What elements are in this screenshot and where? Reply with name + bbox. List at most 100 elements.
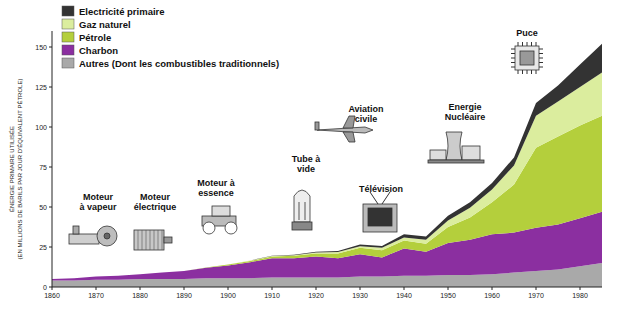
icon-line	[539, 53, 543, 54]
icon-line	[539, 62, 543, 63]
x-tick	[360, 287, 361, 290]
icon-path	[343, 116, 355, 142]
y-tick	[49, 127, 52, 128]
x-tick	[316, 287, 317, 290]
annotations: Moteurà vapeurMoteurélectriqueMoteur àes…	[79, 28, 537, 212]
legend-swatch	[62, 6, 74, 16]
y-tick-label: 50	[39, 204, 47, 211]
icon-line	[522, 42, 523, 46]
x-tick	[492, 287, 493, 290]
icon-line	[536, 70, 537, 74]
icon-motor	[134, 230, 172, 250]
x-tick	[404, 287, 405, 290]
icon-line	[522, 70, 523, 74]
icon-line	[539, 49, 543, 50]
annotation-text: Tube à	[292, 154, 321, 164]
x-tick-label: 1950	[440, 292, 456, 299]
y-tick-label: 125	[35, 84, 47, 91]
x-tick-label: 1900	[220, 292, 236, 299]
y-tick-label: 0	[43, 284, 47, 291]
legend-label: Electricité primaire	[79, 6, 165, 17]
icon-line	[531, 42, 532, 46]
icon-line	[531, 70, 532, 74]
y-label: ÉNERGIE PRIMAIRE UTILISÉE(EN MILLIONS DE…	[9, 79, 23, 260]
icon-car	[202, 206, 237, 234]
legend-label: Autres (Dont les combustibles traditionn…	[79, 58, 279, 69]
icon-line	[305, 202, 306, 220]
x-tick-label: 1890	[176, 292, 192, 299]
y-tick	[49, 207, 52, 208]
icon-line	[539, 58, 543, 59]
y-label-line: ÉNERGIE PRIMAIRE UTILISÉE	[9, 126, 15, 212]
x-tick	[140, 287, 141, 290]
legend: Electricité primaireGaz naturelPétroleCh…	[62, 6, 279, 69]
annotation-text: à vapeur	[79, 202, 117, 212]
x-tick	[448, 287, 449, 290]
areas	[52, 44, 602, 287]
icon-line	[511, 53, 515, 54]
area-series	[52, 44, 602, 279]
legend-swatch	[62, 58, 74, 68]
icon-line	[518, 70, 519, 74]
icon-line	[527, 70, 528, 74]
chart: 0 25 50 75 100 125 150 1860 1870 1880 1890 1900 1910…	[0, 0, 625, 323]
icon-chip	[511, 42, 543, 74]
x-tick	[184, 287, 185, 290]
icon-line	[146, 230, 147, 250]
y-tick	[49, 47, 52, 48]
x-tick-label: 1870	[88, 292, 104, 299]
icon-line	[536, 42, 537, 46]
icon-line	[138, 230, 139, 250]
annotation-text: Moteur	[83, 192, 113, 202]
icon-line	[511, 58, 515, 59]
y-label-line: (EN MILLIONS DE BARILS PAR JOUR D'ÉQUIVA…	[17, 79, 23, 260]
y-tick-label: 75	[39, 164, 47, 171]
x-tick	[272, 287, 273, 290]
x-axis	[52, 287, 602, 288]
x-tick-label: 1980	[572, 292, 588, 299]
icon-line	[150, 230, 151, 250]
annotation-text: électrique	[134, 202, 177, 212]
annotation-text: civile	[355, 114, 378, 124]
icon-line	[511, 49, 515, 50]
y-tick-label: 25	[39, 244, 47, 251]
annotation-text: Energie	[448, 102, 481, 112]
x-tick	[580, 287, 581, 290]
icons	[69, 42, 543, 250]
x-tick	[96, 287, 97, 290]
y-tick-label: 100	[35, 124, 47, 131]
icon-line	[142, 230, 143, 250]
x-tick-label: 1970	[528, 292, 544, 299]
x-tick-label: 1920	[308, 292, 324, 299]
legend-swatch	[62, 32, 74, 42]
annotation-text: Nucléaire	[445, 112, 486, 122]
icon-line	[527, 42, 528, 46]
x-tick-label: 1940	[396, 292, 412, 299]
legend-label: Charbon	[79, 45, 118, 56]
annotation-text: Moteur	[140, 192, 170, 202]
x-tick-label: 1880	[132, 292, 148, 299]
y-tick-label: 150	[35, 44, 47, 51]
icon-tube	[292, 190, 312, 230]
legend-swatch	[62, 45, 74, 55]
icon-line	[518, 42, 519, 46]
icon-line	[162, 230, 163, 250]
icon-line	[511, 62, 515, 63]
annotation-text: vide	[297, 164, 315, 174]
x-tick	[536, 287, 537, 290]
x-tick-label: 1860	[44, 292, 60, 299]
annotation-text: Télévision	[359, 184, 403, 194]
x-tick-label: 1910	[264, 292, 280, 299]
area-series	[52, 73, 602, 279]
icon-path	[446, 132, 462, 160]
legend-label: Gaz naturel	[79, 19, 131, 30]
x-tick-label: 1960	[484, 292, 500, 299]
y-tick	[49, 87, 52, 88]
icon-line	[511, 67, 515, 68]
x-tick-label: 1930	[352, 292, 368, 299]
icon-line	[154, 230, 155, 250]
y-axis	[52, 31, 53, 287]
icon-tv	[363, 192, 397, 232]
area-series	[52, 116, 602, 279]
annotation-text: Moteur à	[197, 178, 235, 188]
